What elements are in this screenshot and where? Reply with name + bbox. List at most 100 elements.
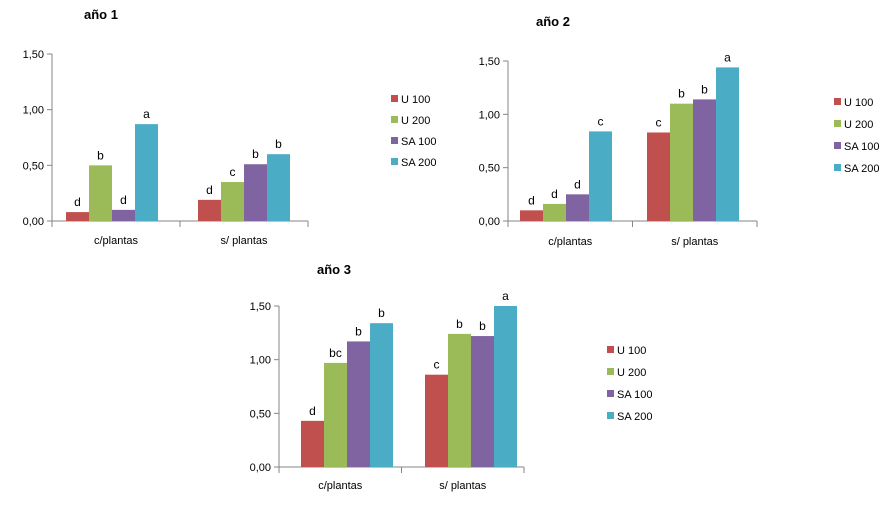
bar (347, 341, 370, 467)
bar-data-label: bc (329, 346, 342, 360)
bar-data-label: d (74, 195, 81, 209)
bar (267, 154, 290, 221)
chart-panel-2: año 2 0,00 0,50 1,00 1,50 c/plantas s/ plantas… (479, 14, 880, 248)
legend-label: U 200 (844, 119, 873, 131)
bar (66, 212, 89, 221)
bar-data-label: b (479, 319, 486, 333)
legend-label: U 100 (401, 94, 430, 106)
bar-data-label: c (230, 165, 236, 179)
chart-title: año 1 (84, 7, 118, 22)
legend-swatch (834, 120, 841, 127)
y-tick-label: 1,50 (23, 49, 44, 61)
bar (494, 306, 517, 467)
x-tick-label: c/plantas (318, 480, 363, 492)
bar-data-label: b (701, 82, 708, 96)
bar-data-label: a (724, 50, 731, 64)
bar (647, 132, 670, 221)
bar (135, 124, 158, 221)
legend-label: SA 200 (617, 411, 652, 423)
legend-swatch (391, 95, 398, 102)
bar-data-label: b (275, 137, 282, 151)
legend-swatch (391, 137, 398, 144)
bar (693, 99, 716, 221)
bar (716, 67, 739, 222)
bar-data-label: d (120, 193, 127, 207)
x-tick-label: c/plantas (548, 236, 593, 248)
bar (520, 210, 543, 221)
bar (324, 362, 347, 467)
bar (89, 165, 112, 221)
bar-data-label: b (355, 324, 362, 338)
bar-data-label: b (378, 306, 385, 320)
bar-data-label: c (434, 358, 440, 372)
chart-title: año 3 (317, 262, 351, 277)
bar (448, 333, 471, 467)
y-tick-label: 1,00 (479, 109, 500, 121)
bar (370, 323, 393, 467)
bar-data-label: a (502, 289, 509, 303)
x-tick-label: c/plantas (94, 235, 139, 247)
bar-data-label: a (143, 107, 150, 121)
legend-swatch (834, 142, 841, 149)
legend-label: U 100 (844, 97, 873, 109)
bar (221, 182, 244, 221)
legend-swatch (607, 390, 614, 397)
bar-data-label: d (309, 404, 316, 418)
bar-data-label: b (97, 148, 104, 162)
y-tick-label: 0,00 (479, 216, 500, 228)
bar (425, 374, 448, 467)
legend: U 100 U 200 SA 100 SA 200 (391, 94, 436, 169)
bar (566, 194, 589, 221)
x-tick-label: s/ plantas (439, 480, 487, 492)
bar (301, 420, 324, 467)
legend-swatch (607, 346, 614, 353)
bar-data-label: b (252, 147, 259, 161)
legend-label: U 200 (401, 115, 430, 127)
legend-label: SA 100 (401, 136, 436, 148)
legend-swatch (391, 158, 398, 165)
legend-swatch (834, 98, 841, 105)
y-tick-label: 0,00 (250, 462, 271, 474)
bar-data-label: d (551, 187, 558, 201)
legend-label: SA 100 (844, 141, 879, 153)
bar-data-label: b (456, 317, 463, 331)
bar (670, 103, 693, 221)
bar-data-label: d (206, 183, 213, 197)
bar-data-label: d (574, 177, 581, 191)
y-tick-label: 0,50 (23, 160, 44, 172)
legend-swatch (607, 412, 614, 419)
legend: U 100 U 200 SA 100 SA 200 (607, 345, 652, 423)
legend-swatch (607, 368, 614, 375)
y-tick-label: 1,50 (250, 301, 271, 313)
legend-label: U 200 (617, 367, 646, 379)
bar (589, 131, 612, 221)
x-tick-label: s/ plantas (671, 236, 719, 248)
bar (471, 336, 494, 467)
bar (244, 164, 267, 221)
chart-panel-3: año 3 0,00 0,50 1,00 1,50 c/plantas s/ plantas… (250, 262, 653, 492)
legend-swatch (834, 164, 841, 171)
y-tick-label: 0,00 (23, 216, 44, 228)
y-tick-label: 1,00 (250, 355, 271, 367)
legend-label: SA 200 (844, 163, 879, 175)
x-tick-label: s/ plantas (220, 235, 268, 247)
legend-label: U 100 (617, 345, 646, 357)
chart-title: año 2 (536, 14, 570, 29)
legend-swatch (391, 116, 398, 123)
legend-label: SA 100 (617, 389, 652, 401)
bar-data-label: c (656, 115, 662, 129)
legend-label: SA 200 (401, 157, 436, 169)
bar (198, 199, 221, 221)
bar-data-label: d (528, 193, 535, 207)
bar-data-label: c (598, 114, 604, 128)
y-tick-label: 1,50 (479, 56, 500, 68)
legend: U 100 U 200 SA 100 SA 200 (834, 97, 879, 175)
bar (543, 203, 566, 221)
bar (112, 209, 135, 221)
bar-data-label: b (678, 87, 685, 101)
chart-panel-1: año 1 0,00 0,50 1,00 1,50 c/plantas s/ plantas… (23, 7, 437, 247)
y-tick-label: 0,50 (250, 408, 271, 420)
y-tick-label: 0,50 (479, 163, 500, 175)
y-tick-label: 1,00 (23, 105, 44, 117)
